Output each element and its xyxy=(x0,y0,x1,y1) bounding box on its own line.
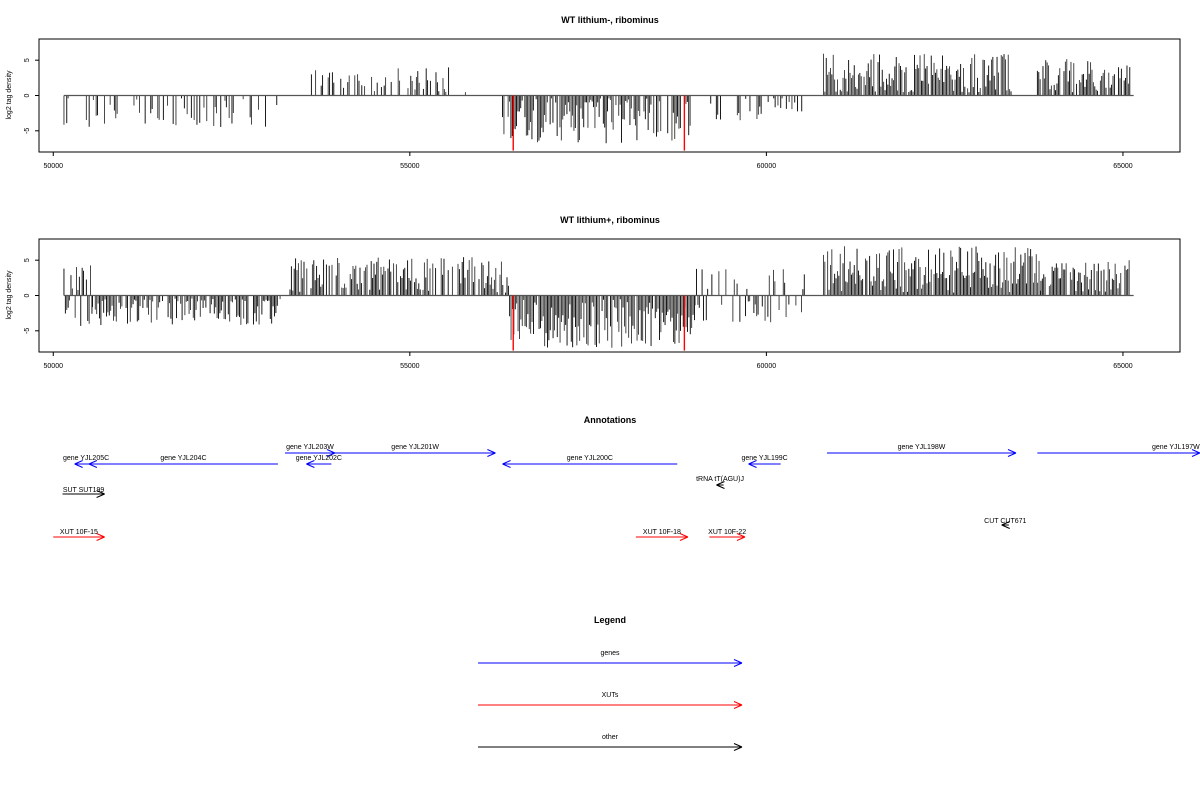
annotations-panel: Annotations gene YJL205C gene YJL204Cgene… xyxy=(53,415,1200,541)
panel-1-xtick-label: 65000 xyxy=(1113,163,1133,170)
panel-2-ytick-label: 0 xyxy=(24,293,31,297)
panel-2-ylabel: log2 tag density xyxy=(6,270,13,320)
legend-arrow-xuts xyxy=(478,701,743,709)
legend-label: genes xyxy=(600,650,620,657)
legend-arrow-other xyxy=(478,743,743,751)
legend-items: genes XUTs other xyxy=(478,650,743,751)
annotation-arrow xyxy=(62,490,105,498)
panel-2-xtick-label: 60000 xyxy=(757,363,777,370)
panel-1-density-bars xyxy=(63,53,1131,144)
annotation-label: gene YJL202C xyxy=(296,455,342,462)
panel-1-title: WT lithium-, ribominus xyxy=(561,15,659,25)
panel-2-ytick-label: -5 xyxy=(24,328,31,334)
annotation-arrow xyxy=(635,533,689,541)
annotation-label: gene YJL205C xyxy=(63,455,109,462)
panel-1-ylabel: log2 tag density xyxy=(6,70,13,120)
panel-1-ytick-label: 5 xyxy=(24,58,31,62)
annotation-arrow xyxy=(1037,449,1200,457)
annotation-label: gene YJL203W xyxy=(286,444,334,451)
annotation-arrow xyxy=(88,460,278,468)
panel-2-xtick-label: 55000 xyxy=(400,363,420,370)
panel-1-ytick-label: -5 xyxy=(24,128,31,134)
annotation-arrow xyxy=(748,460,781,468)
annotation-arrow xyxy=(502,460,678,468)
legend-label: other xyxy=(602,734,619,741)
annotation-arrow xyxy=(716,481,725,489)
annotation-arrow xyxy=(334,449,496,457)
track-panel-2: WT lithium+, ribominus log2 tag density … xyxy=(6,215,1181,370)
track-panel-1: WT lithium-, ribominus log2 tag density … xyxy=(6,15,1181,170)
panel-1-xtick-label: 55000 xyxy=(400,163,420,170)
annotation-label: gene YJL197W xyxy=(1152,444,1200,451)
panel-2-ytick-label: 5 xyxy=(24,258,31,262)
legend-title: Legend xyxy=(594,615,626,625)
annotation-features: gene YJL205C gene YJL204C gene YJL203W gene… xyxy=(53,444,1200,541)
panel-1-plot-area: 50000 55000 60000 65000 -5 0 5 xyxy=(24,53,1134,170)
annotation-label: XUT 10F-18 xyxy=(643,529,681,536)
annotation-label: gene YJL198W xyxy=(898,444,946,451)
annotation-arrow xyxy=(53,533,105,541)
annotation-arrow xyxy=(306,460,332,468)
annotation-label: gene YJL204C xyxy=(160,455,206,462)
panel-2-density-bars xyxy=(63,246,1130,348)
annotation-label: SUT SUT199 xyxy=(63,487,105,494)
annotation-label: CUT CUT671 xyxy=(984,518,1026,525)
annotation-arrow xyxy=(827,449,1017,457)
legend-panel: Legend genes XUTs other xyxy=(478,615,743,751)
panel-1-xtick-label: 50000 xyxy=(44,163,64,170)
annotation-label: gene YJL201W xyxy=(391,444,439,451)
legend-arrow-genes xyxy=(478,659,743,667)
panel-2-title: WT lithium+, ribominus xyxy=(560,215,660,225)
annotation-arrow xyxy=(709,533,746,541)
panel-2-xtick-label: 50000 xyxy=(44,363,64,370)
annotation-label: gene YJL199C xyxy=(742,455,788,462)
annotation-label: XUT 10F-15 xyxy=(60,529,98,536)
panel-1-xtick-label: 60000 xyxy=(757,163,777,170)
annotation-arrow xyxy=(285,449,336,457)
annotation-label: gene YJL200C xyxy=(567,455,613,462)
panel-2-xtick-label: 65000 xyxy=(1113,363,1133,370)
annotation-label: XUT 10F-22 xyxy=(708,529,746,536)
annotation-arrow xyxy=(1001,521,1010,529)
annotations-title: Annotations xyxy=(584,415,637,425)
panel-2-plot-area: 50000 55000 60000 65000 -5 0 5 xyxy=(24,246,1134,370)
annotation-label: tRNA tT(AGU)J xyxy=(696,476,744,483)
panel-1-ytick-label: 0 xyxy=(24,93,31,97)
legend-label: XUTs xyxy=(602,692,619,699)
